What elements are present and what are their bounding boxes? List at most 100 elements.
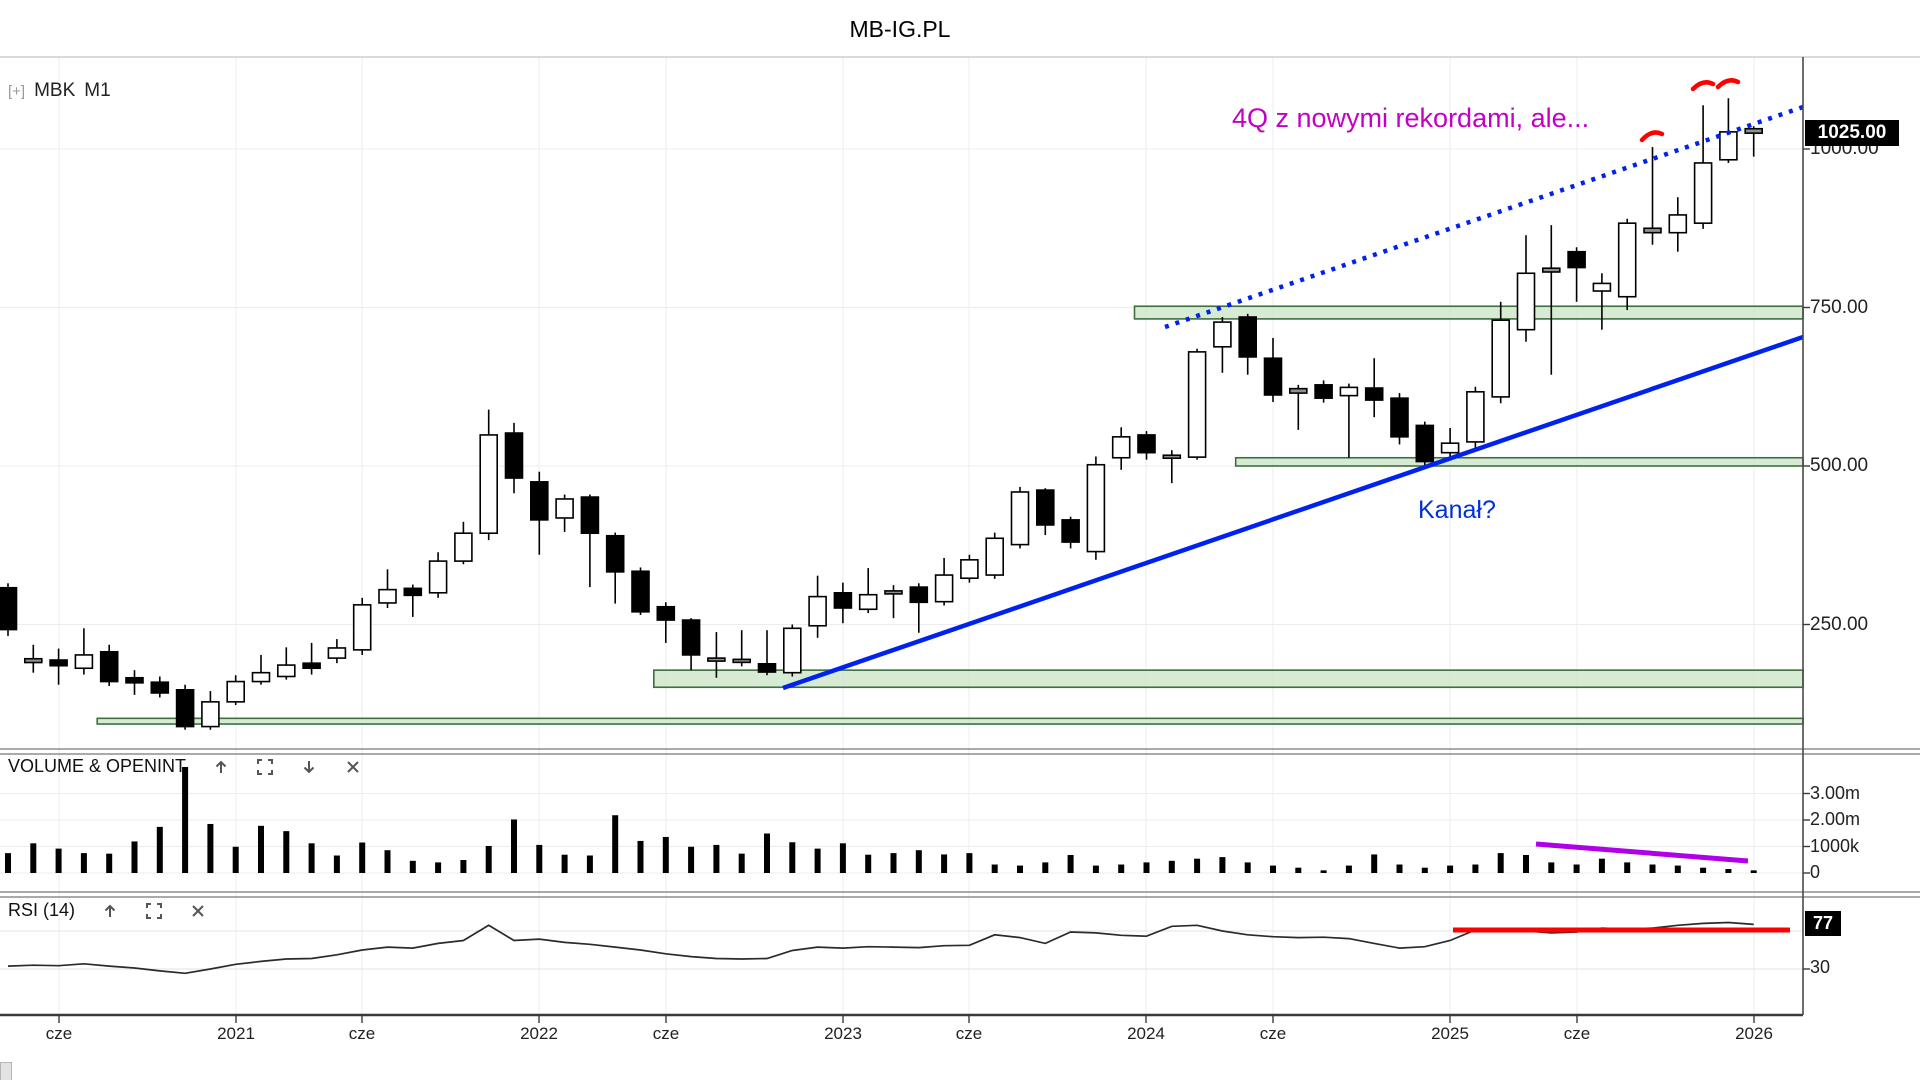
volume-bar [662,836,669,873]
rsi-panel-title: RSI (14) [8,900,76,920]
expand-icon[interactable] [145,902,163,920]
volume-bar [1118,864,1125,873]
candle-body [479,434,499,535]
candle-body [327,647,347,659]
record-mark [1690,80,1716,92]
volume-bar [1345,865,1352,873]
volume-bar [80,853,87,873]
candle-body [707,657,726,662]
candle-body [1668,214,1688,234]
volume-bar [283,831,290,873]
candle-body [884,590,903,595]
candle-body [1693,162,1713,224]
x-axis-label: cze [45,1024,73,1043]
x-axis-label: 2024 [1127,1024,1165,1043]
candle-body [1111,436,1131,459]
last-price-badge: 1025.00 [1805,120,1899,146]
candle-body [23,657,43,664]
x-axis-label: cze [652,1024,680,1043]
candle-body [934,574,954,603]
rsi-line [7,921,1754,975]
candle-body [1592,282,1612,292]
candle-body [1719,131,1738,161]
candle-body [1238,316,1257,358]
candle-body [0,586,18,631]
candle-body [1263,357,1283,396]
candle-body [1744,127,1763,134]
records-annotation: 4Q z nowymi rekordami, ale... [1232,103,1590,133]
candle-body [782,627,802,674]
volume-bar [1143,862,1150,873]
close-icon[interactable] [344,758,362,776]
volume-bar [1371,854,1378,873]
volume-bar [30,843,37,873]
volume-bar [409,860,416,873]
expand-icon[interactable] [256,758,274,776]
candle-body [732,658,752,664]
volume-bar [1421,867,1428,873]
volume-axis-label: 2.00m [1810,809,1861,829]
volume-bar [915,850,922,873]
candle-body [99,650,119,683]
volume-bar [1750,870,1757,873]
volume-bar [991,864,998,873]
candle-body [1364,387,1384,401]
candle-body [1137,434,1156,454]
channel-annotation: Kanał? [1418,496,1496,524]
volume-bar [1067,854,1074,873]
price-axis-label: 750.00 [1810,296,1869,318]
support-resistance-zone [1133,305,1804,320]
candle-body [1162,454,1182,460]
candle-body [226,680,245,703]
volume-bar [586,855,593,873]
move-down-icon[interactable] [300,758,318,776]
candle-body [985,537,1005,576]
candle-body [555,498,574,519]
volume-bar [1295,867,1302,873]
candle-body [808,595,827,627]
volume-bar [1194,858,1201,873]
volume-bar [536,844,543,873]
candle-body [1213,321,1232,348]
move-up-icon[interactable] [212,758,230,776]
candle-body [378,588,397,604]
scrollbar-corner[interactable] [0,1062,12,1080]
candle-body [504,432,524,479]
volume-bar [1674,865,1681,873]
volume-bar [1497,853,1504,873]
price-axis-label: 250.00 [1810,613,1869,635]
volume-bar [966,853,973,873]
volume-bar [1700,867,1707,873]
candle-body [403,587,423,597]
support-resistance-zone [96,717,1804,725]
x-axis-label: 2025 [1431,1024,1469,1043]
volume-trendline [1535,841,1749,864]
rsi-panel-header: RSI (14) [8,900,207,921]
close-icon[interactable] [189,902,207,920]
volume-bar [1447,865,1454,873]
volume-bar [1472,864,1479,873]
volume-bar [637,840,644,873]
candle-body [1390,397,1409,438]
candle-body [1643,227,1662,234]
candle-body [150,681,170,694]
expand-indicator-icon[interactable]: [+] [8,82,26,100]
candle-body [1187,351,1207,458]
volume-axis-label: 0 [1810,862,1821,882]
volume-bar [308,843,315,873]
candle-body [1617,222,1637,298]
candle-body [1491,319,1510,398]
volume-bar [384,850,391,873]
volume-panel-title: VOLUME & OPENINT [8,756,187,776]
volume-bar [839,843,846,873]
volume-bar [258,825,264,873]
candle-body [201,701,220,728]
rsi-oversold-label: 30 [1810,957,1831,977]
volume-bar [131,841,138,873]
volume-bar [1042,862,1049,873]
volume-bar [612,815,619,873]
move-up-icon[interactable] [101,902,119,920]
candle-body [656,605,676,621]
